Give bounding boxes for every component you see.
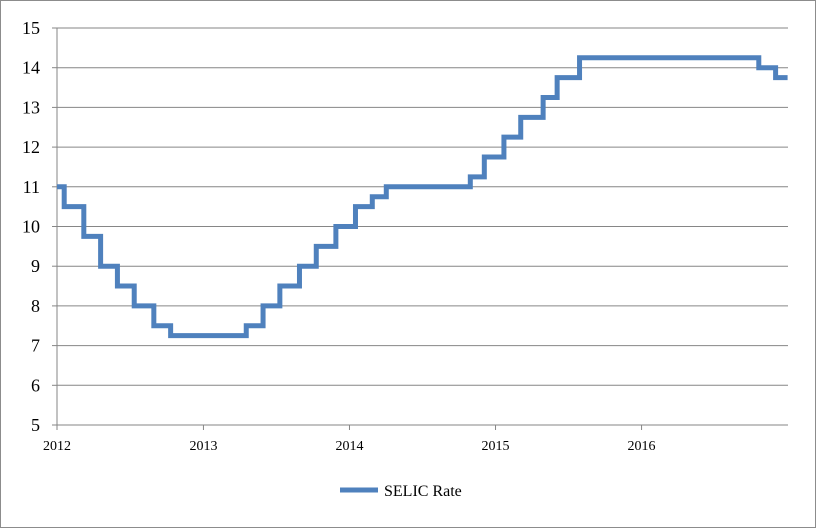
y-tick-label: 10 [22,217,40,237]
y-tick-label: 13 [22,97,40,117]
gridlines [57,27,788,386]
y-tick-label: 9 [31,256,40,276]
legend-label-selic-rate: SELIC Rate [384,483,462,500]
x-tick-label: 2013 [189,439,217,454]
y-tick-label: 8 [31,296,40,316]
y-axis-tick-labels: 5 6 7 8 9 10 11 12 13 14 15 [22,18,40,435]
axes [52,27,788,430]
x-tick-label: 2015 [482,439,510,454]
x-tick-label: 2016 [628,439,656,454]
y-tick-label: 6 [31,375,40,395]
series-line-selic-rate [57,55,788,339]
x-tick-label: 2012 [43,439,71,454]
y-tick-label: 5 [31,415,40,435]
y-tick-label: 14 [22,58,40,78]
series-layer [57,55,788,339]
x-tick-label: 2014 [335,439,363,454]
y-tick-label: 12 [22,137,40,157]
legend: SELIC Rate [340,483,462,500]
x-axis-tick-labels: 2012 2013 2014 2015 2016 [43,439,656,454]
y-tick-label: 7 [31,336,40,356]
y-tick-label: 15 [22,18,40,38]
y-tick-label: 11 [23,177,40,197]
